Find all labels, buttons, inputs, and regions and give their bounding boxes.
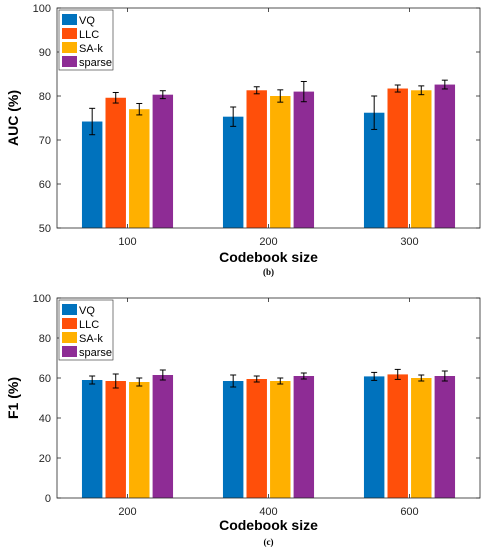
y-tick-label: 60: [39, 373, 51, 385]
bar-vq-400: [222, 381, 244, 498]
bar-sa-k-200: [129, 382, 150, 498]
bar-sparse-200: [152, 375, 174, 498]
legend-swatch-vq: [62, 304, 77, 315]
legend-label-sparse: sparse: [79, 347, 112, 359]
legend-label-vq: VQ: [79, 305, 95, 317]
y-tick-label: 80: [39, 333, 51, 345]
legend-swatch-vq: [62, 14, 77, 25]
y-axis-label: AUC (%): [5, 90, 21, 146]
y-tick-label: 70: [39, 135, 51, 147]
bar-llc-200: [105, 381, 126, 498]
bar-sparse-600: [434, 376, 456, 498]
bar-sa-k-100: [129, 109, 150, 228]
x-tick-label: 400: [259, 506, 277, 518]
legend-swatch-llc: [62, 318, 77, 329]
bar-llc-600: [387, 374, 408, 498]
y-tick-label: 80: [39, 91, 51, 103]
bar-sa-k-600: [411, 378, 432, 498]
y-tick-label: 100: [33, 3, 51, 15]
bar-llc-400: [246, 379, 267, 498]
bar-vq-600: [363, 376, 385, 498]
y-axis-label: F1 (%): [5, 377, 21, 419]
y-tick-label: 90: [39, 47, 51, 59]
bar-sparse-200: [293, 91, 315, 228]
legend-label-vq: VQ: [79, 15, 95, 27]
y-tick-label: 40: [39, 413, 51, 425]
bar-llc-300: [387, 88, 408, 229]
bar-llc-200: [246, 90, 267, 228]
bar-vq-200: [222, 116, 244, 228]
legend-swatch-sparse: [62, 346, 77, 357]
y-tick-label: 20: [39, 453, 51, 465]
legend-swatch-sparse: [62, 56, 77, 67]
legend: VQ LLC SA-k sparse: [58, 9, 114, 71]
legend-swatch-llc: [62, 28, 77, 39]
legend-label-sa-k: SA-k: [79, 43, 103, 55]
legend-swatch-sa-k: [62, 332, 77, 343]
x-axis-label: Codebook size: [219, 249, 318, 265]
panel-caption: (b): [263, 267, 274, 277]
legend-swatch-sa-k: [62, 42, 77, 53]
bar-vq-300: [363, 112, 385, 228]
x-tick-label: 100: [118, 236, 136, 248]
chart-panel-1: 50 60 70 80 90 100 100 200 300 Codebook size AUC (…: [5, 3, 481, 277]
axes-box: [56, 7, 481, 229]
y-tick-label: 0: [45, 493, 51, 505]
y-tick-label: 100: [33, 293, 51, 305]
legend-label-sparse: sparse: [79, 57, 112, 69]
x-tick-label: 200: [118, 506, 136, 518]
bar-sa-k-200: [270, 96, 291, 228]
plot-area: [57, 8, 480, 228]
legend: VQ LLC SA-k sparse: [58, 299, 114, 361]
y-tick-label: 50: [39, 223, 51, 235]
bar-llc-100: [105, 97, 126, 228]
plot-area: [57, 298, 480, 498]
x-tick-label: 600: [400, 506, 418, 518]
x-tick-label: 300: [400, 236, 418, 248]
bar-vq-200: [81, 380, 103, 498]
x-axis-label: Codebook size: [219, 517, 318, 533]
chart-panel-2: 0 20 40 60 80 100 200 400 600 Codebook size F1 (%)…: [5, 293, 481, 547]
bar-vq-100: [81, 121, 103, 228]
panel-caption: (c): [264, 537, 274, 547]
axes-box: [56, 297, 481, 499]
bar-sa-k-300: [411, 90, 432, 228]
legend-label-llc: LLC: [79, 29, 99, 41]
legend-label-llc: LLC: [79, 319, 99, 331]
legend-label-sa-k: SA-k: [79, 333, 103, 345]
y-tick-label: 60: [39, 179, 51, 191]
bar-sparse-400: [293, 376, 315, 498]
bar-sparse-100: [152, 94, 174, 229]
x-tick-label: 200: [259, 236, 277, 248]
bar-sa-k-400: [270, 381, 291, 498]
bar-sparse-300: [434, 84, 456, 228]
